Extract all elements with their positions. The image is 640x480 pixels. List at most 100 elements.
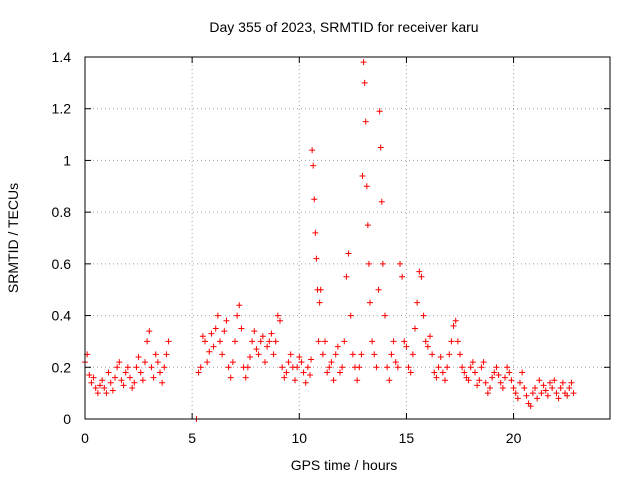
data-point bbox=[427, 333, 433, 340]
data-point bbox=[114, 364, 121, 371]
data-point bbox=[497, 379, 504, 386]
data-point bbox=[365, 260, 372, 267]
axis-ticks bbox=[84, 56, 610, 420]
data-point bbox=[227, 374, 234, 381]
data-point bbox=[135, 353, 142, 360]
data-point bbox=[206, 348, 213, 355]
data-point bbox=[310, 162, 317, 169]
data-point bbox=[107, 379, 114, 386]
data-point bbox=[448, 338, 455, 345]
data-point bbox=[249, 338, 256, 345]
data-point bbox=[302, 379, 309, 386]
data-point bbox=[266, 338, 273, 345]
data-point bbox=[285, 359, 292, 366]
data-point bbox=[94, 390, 101, 397]
y-tick-label: 0.8 bbox=[52, 204, 72, 220]
data-point bbox=[229, 359, 236, 366]
data-point bbox=[214, 312, 221, 319]
data-point bbox=[439, 369, 446, 376]
data-point bbox=[122, 369, 129, 376]
data-point bbox=[403, 343, 410, 350]
data-point bbox=[547, 379, 553, 386]
data-point bbox=[165, 338, 172, 345]
data-point bbox=[283, 369, 290, 376]
data-point bbox=[484, 390, 491, 397]
data-point bbox=[414, 299, 421, 306]
data-point bbox=[450, 322, 457, 329]
data-point bbox=[506, 369, 513, 376]
data-point bbox=[431, 369, 438, 376]
data-point bbox=[204, 359, 211, 366]
data-point bbox=[326, 364, 333, 371]
data-point bbox=[161, 364, 168, 371]
y-tick-label: 0.6 bbox=[52, 256, 72, 272]
data-point bbox=[259, 333, 266, 340]
data-point bbox=[257, 338, 264, 345]
data-point bbox=[424, 343, 431, 350]
grid-lines bbox=[85, 57, 610, 419]
data-point bbox=[315, 338, 322, 345]
data-point bbox=[474, 382, 481, 389]
data-point bbox=[459, 364, 466, 371]
data-point bbox=[137, 369, 144, 376]
data-point bbox=[555, 395, 562, 402]
data-point bbox=[262, 359, 268, 366]
data-point bbox=[236, 302, 243, 309]
data-point bbox=[300, 369, 307, 376]
data-point bbox=[542, 387, 549, 394]
data-point bbox=[99, 377, 106, 384]
data-point bbox=[358, 351, 365, 358]
data-point bbox=[444, 364, 451, 371]
data-point bbox=[208, 330, 215, 337]
data-point bbox=[519, 369, 526, 376]
data-point bbox=[514, 395, 521, 402]
data-point bbox=[452, 317, 459, 324]
data-point bbox=[510, 384, 517, 391]
data-point bbox=[407, 369, 414, 376]
data-point bbox=[199, 333, 206, 340]
data-point bbox=[457, 351, 463, 358]
data-point bbox=[221, 328, 228, 335]
data-point bbox=[489, 374, 496, 381]
data-point bbox=[429, 351, 436, 358]
data-point bbox=[109, 387, 116, 394]
data-point bbox=[116, 359, 123, 366]
data-point bbox=[549, 384, 556, 391]
data-point bbox=[223, 317, 230, 324]
x-tick-label: 0 bbox=[81, 430, 89, 446]
data-point bbox=[152, 351, 159, 358]
data-point bbox=[394, 364, 401, 371]
x-axis-title: GPS time / hours bbox=[291, 457, 398, 473]
x-tick-label: 20 bbox=[506, 430, 522, 446]
data-point bbox=[268, 330, 275, 337]
data-point bbox=[397, 260, 403, 267]
data-point bbox=[292, 377, 298, 384]
data-point bbox=[493, 364, 500, 371]
data-point bbox=[274, 312, 281, 319]
data-point bbox=[112, 374, 118, 381]
data-point bbox=[499, 384, 506, 391]
data-point bbox=[433, 374, 440, 381]
data-point bbox=[360, 59, 367, 66]
data-point bbox=[564, 392, 571, 399]
data-point bbox=[378, 198, 385, 205]
data-point bbox=[446, 351, 453, 358]
data-point bbox=[386, 377, 393, 384]
data-point bbox=[253, 346, 260, 353]
data-point bbox=[244, 364, 251, 371]
data-point bbox=[487, 384, 493, 391]
x-tick-labels: 0 5 10 15 20 bbox=[81, 430, 521, 446]
data-point bbox=[139, 377, 146, 384]
data-point bbox=[86, 372, 93, 379]
data-point bbox=[399, 273, 406, 280]
data-point bbox=[454, 338, 461, 345]
data-point bbox=[127, 374, 133, 381]
data-point bbox=[298, 359, 305, 366]
data-point bbox=[330, 377, 337, 384]
data-point bbox=[90, 374, 97, 381]
data-point bbox=[422, 338, 429, 345]
data-point bbox=[478, 364, 485, 371]
data-point bbox=[118, 377, 125, 384]
y-tick-label: 0.4 bbox=[52, 308, 72, 324]
